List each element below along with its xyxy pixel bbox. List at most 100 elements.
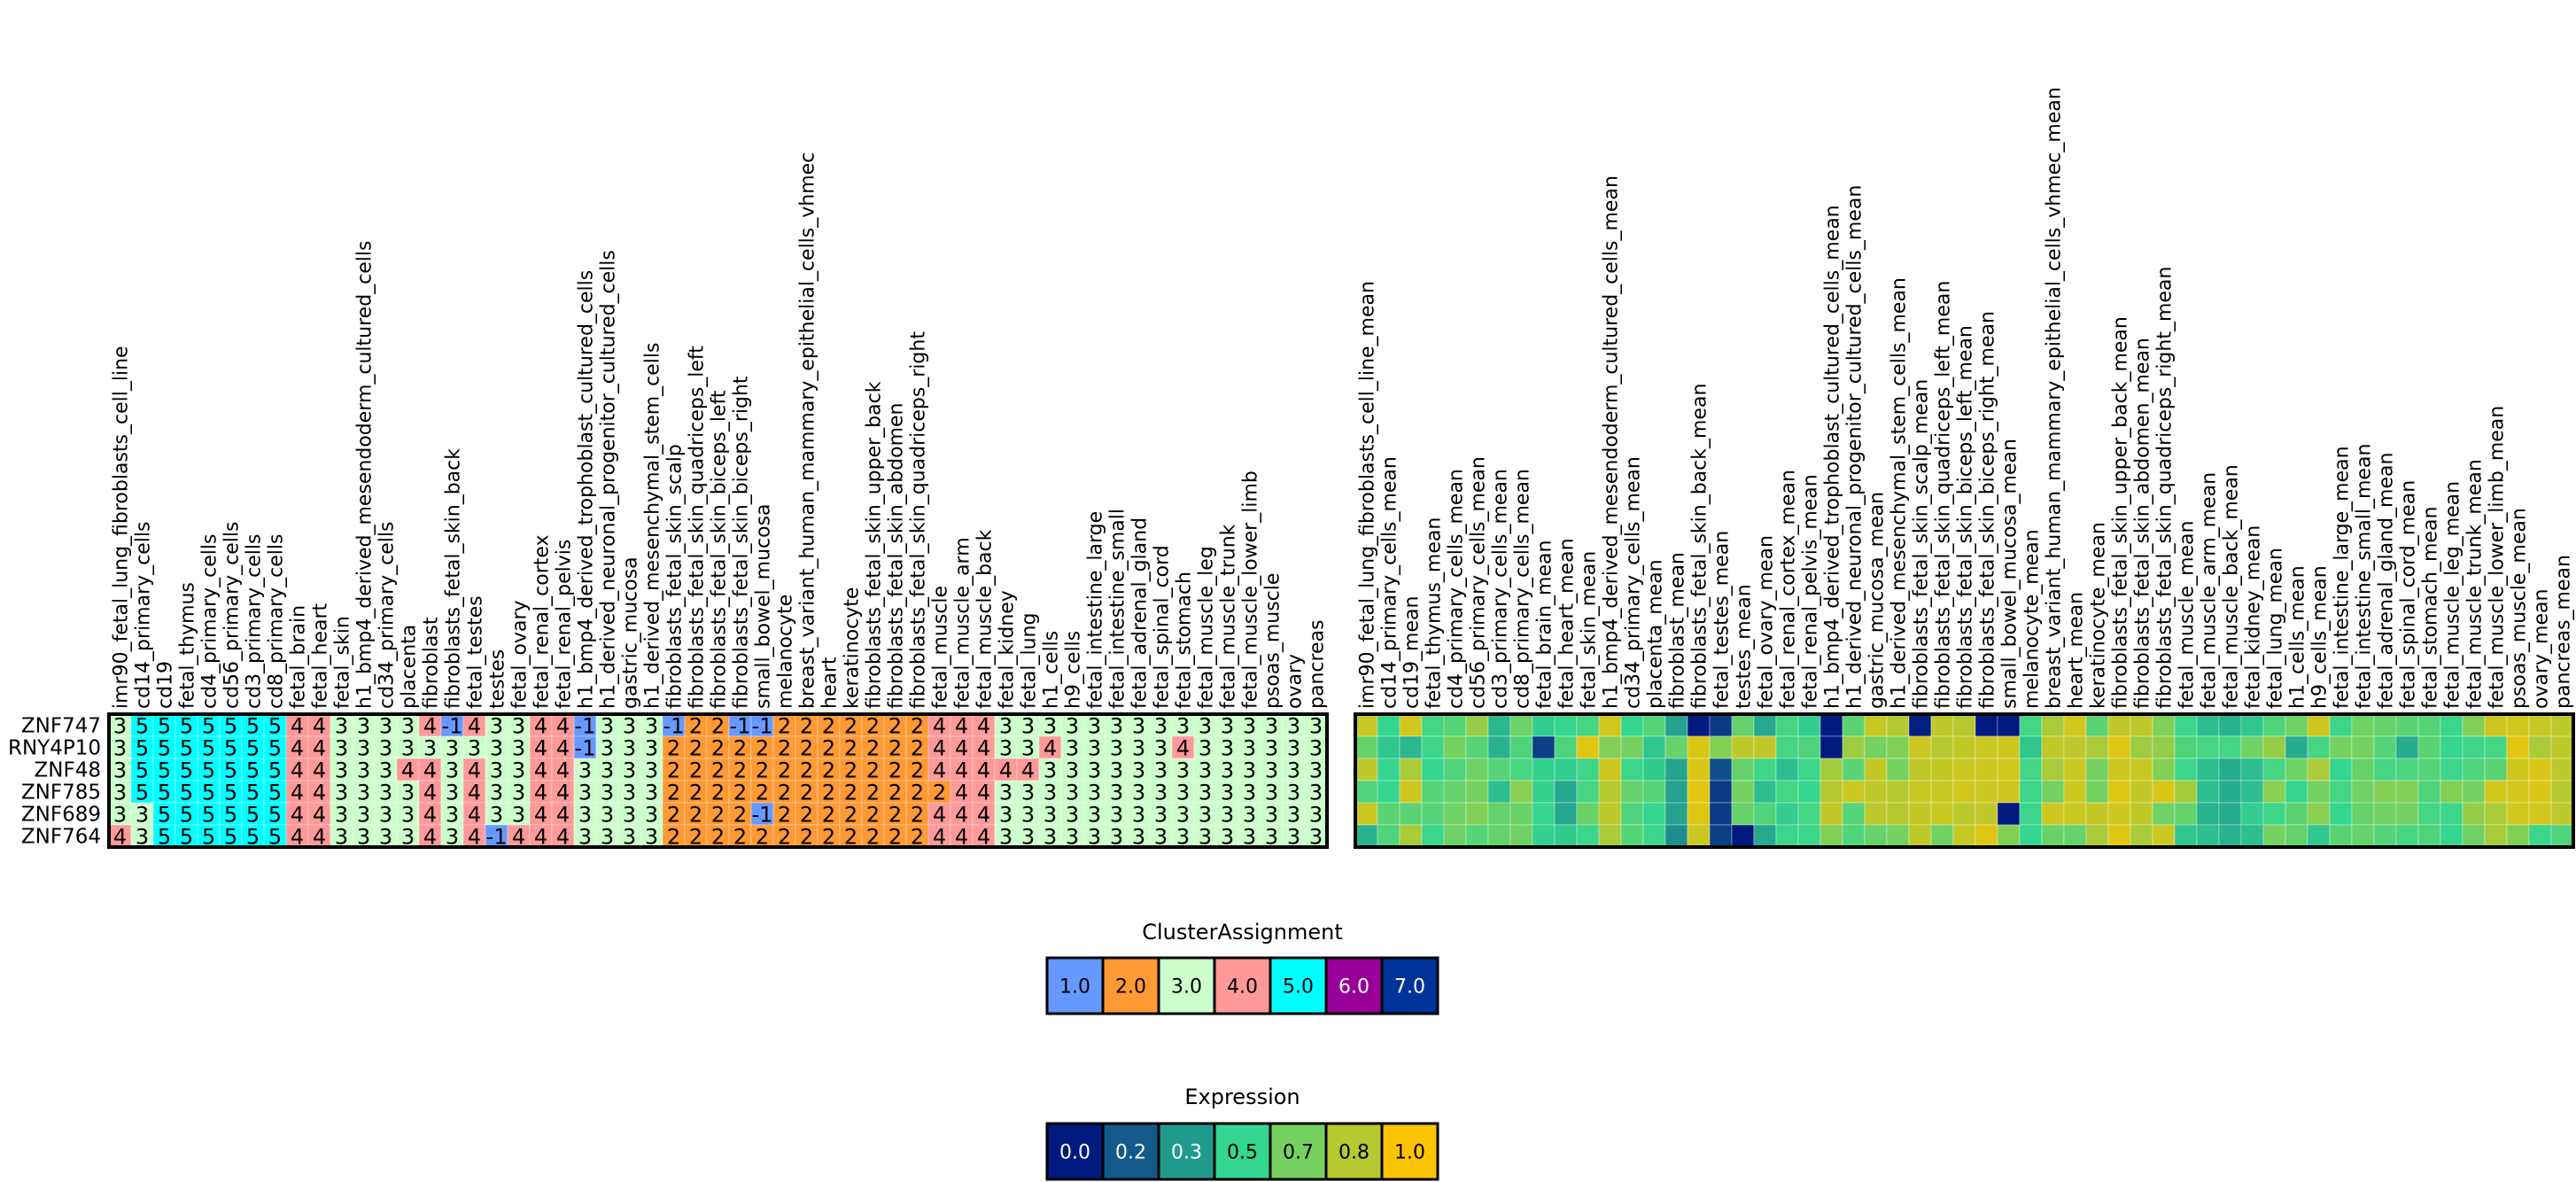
- cell-value: -1: [752, 803, 773, 828]
- heatmap-cell: [1282, 713, 1306, 737]
- column-label: h1_derived_mesenchymal_stem_cells_mean: [1889, 277, 1911, 709]
- heatmap-cell: [2019, 713, 2043, 737]
- heatmap-cell: [130, 758, 154, 782]
- cell-value: 2: [911, 825, 924, 850]
- cell-value: 4: [534, 781, 547, 805]
- cell-value: 3: [645, 781, 658, 805]
- heatmap-cell: [2019, 735, 2043, 759]
- cell-value: 3: [379, 714, 392, 739]
- heatmap-cell: [2506, 802, 2530, 826]
- heatmap-cell: [219, 713, 243, 737]
- heatmap-cell: [905, 802, 929, 826]
- cell-value: 3: [1154, 758, 1168, 783]
- column-label: fetal_thymus: [177, 582, 199, 709]
- cell-value: -1: [752, 714, 773, 739]
- heatmap-cell: [2395, 802, 2419, 826]
- heatmap-cell: [396, 802, 420, 826]
- cell-value: 5: [202, 803, 215, 828]
- cell-value: 3: [490, 714, 503, 739]
- heatmap-cell: [1797, 802, 1821, 826]
- cell-value: 2: [911, 714, 924, 739]
- cell-value: 3: [645, 803, 658, 828]
- heatmap-cell: [2152, 758, 2176, 782]
- heatmap-cell: [1664, 802, 1688, 826]
- heatmap-cell: [1642, 802, 1666, 826]
- cell-value: 3: [1132, 714, 1145, 739]
- heatmap-cell: [1997, 713, 2021, 737]
- heatmap-cell: [1554, 802, 1578, 826]
- column-label: fetal_intestine_large_mean: [2332, 446, 2354, 709]
- heatmap-cell: [507, 735, 531, 759]
- legend-swatch: [1101, 1122, 1160, 1181]
- cell-value: 3: [1243, 736, 1256, 761]
- column-label: fibroblasts_fetal_skin_quadriceps_left: [687, 346, 709, 709]
- heatmap-cell: [1260, 735, 1284, 759]
- cell-value: 2: [800, 803, 813, 828]
- heatmap-cell: [1082, 758, 1106, 782]
- heatmap-cell: [2240, 824, 2264, 848]
- cell-value: 5: [224, 758, 237, 783]
- heatmap-cell: [1975, 824, 1998, 848]
- cell-value: 2: [689, 736, 702, 761]
- cell-value: 3: [1176, 825, 1190, 850]
- column-label: testes_mean: [1734, 584, 1756, 709]
- cell-value: 3: [401, 781, 415, 805]
- cell-value: 3: [1309, 758, 1323, 783]
- cell-value: 3: [1309, 781, 1323, 805]
- heatmap-cell: [1864, 824, 1888, 848]
- cell-value: 2: [822, 781, 835, 805]
- heatmap-cell: [2528, 802, 2552, 826]
- heatmap-cell: [2285, 802, 2308, 826]
- cell-value: 2: [756, 736, 769, 761]
- heatmap-cell: [1797, 713, 1821, 737]
- column-label: gastric_mucosa_mean: [1866, 492, 1889, 709]
- heatmap-cell: [1598, 713, 1622, 737]
- cell-value: 2: [822, 803, 835, 828]
- cell-value: 3: [1309, 714, 1323, 739]
- cell-value: 3: [578, 803, 592, 828]
- heatmap-cell: [1952, 735, 1976, 759]
- heatmap-cell: [1930, 758, 1954, 782]
- legend-title: ClusterAssignment: [1142, 920, 1343, 945]
- column-label: testes: [487, 649, 509, 709]
- heatmap-cell: [1105, 780, 1129, 804]
- cell-value: 2: [711, 736, 725, 761]
- heatmap-cell: [2107, 713, 2131, 737]
- heatmap-cell: [1775, 824, 1799, 848]
- column-label: fibroblasts_fetal_skin_scalp: [664, 444, 687, 709]
- cell-value: 2: [888, 803, 902, 828]
- cell-value: 3: [446, 758, 459, 783]
- heatmap-cell: [1354, 713, 1378, 737]
- column-label: pancreas_mean: [2553, 555, 2575, 709]
- heatmap-cell: [1997, 824, 2021, 848]
- heatmap-cell: [1975, 802, 1998, 826]
- heatmap-cell: [1908, 824, 1932, 848]
- heatmap-cell: [1620, 713, 1644, 737]
- heatmap-cell: [1642, 824, 1666, 848]
- cell-value: 2: [711, 825, 725, 850]
- column-label: cd3_primary_cells: [244, 534, 266, 709]
- column-label: keratinocyte_mean: [2088, 522, 2110, 709]
- cell-value: 2: [911, 803, 924, 828]
- cell-value: 4: [291, 758, 304, 783]
- cell-value: 3: [623, 803, 636, 828]
- heatmap-cell: [1038, 780, 1062, 804]
- cell-value: 2: [866, 714, 880, 739]
- expression-legend: Expression 0.0 0.2 0.3 0.5 0.7 0.8 1.0: [1045, 1085, 1439, 1181]
- heatmap-cell: [1215, 780, 1239, 804]
- column-label: h1_derived_neuronal_progenitor_cultured_…: [598, 250, 620, 709]
- legend-swatch: [1269, 956, 1328, 1015]
- heatmap-cell: [1819, 758, 1843, 782]
- heatmap-cell: [1304, 802, 1328, 826]
- heatmap-cell: [1687, 780, 1711, 804]
- cell-value: 4: [534, 758, 547, 783]
- column-label: cd34_primary_cells: [376, 522, 399, 709]
- heatmap-cell: [1060, 824, 1084, 848]
- cell-value: 5: [246, 781, 260, 805]
- heatmap-cell: [2063, 802, 2087, 826]
- heatmap-cell: [396, 780, 420, 804]
- heatmap-cell: [2550, 758, 2574, 782]
- heatmap-cell: [1576, 713, 1600, 737]
- heatmap-cell: [2085, 802, 2109, 826]
- cell-value: -1: [575, 714, 596, 739]
